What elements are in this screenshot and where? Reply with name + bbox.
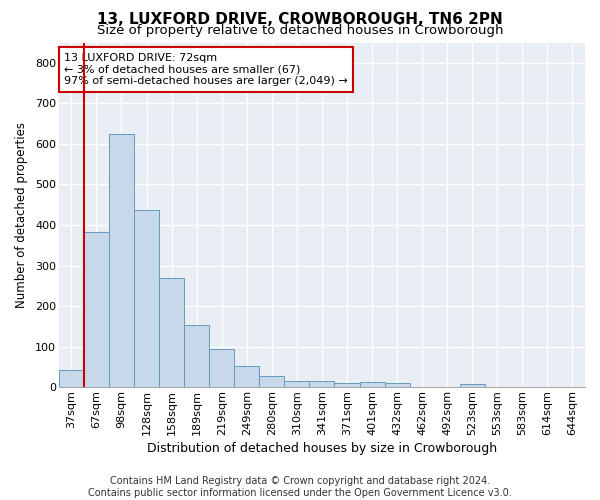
Text: Size of property relative to detached houses in Crowborough: Size of property relative to detached ho… [97,24,503,37]
Bar [359,382,385,387]
Bar [234,366,259,387]
X-axis label: Distribution of detached houses by size in Crowborough: Distribution of detached houses by size … [147,442,497,455]
Bar [259,376,284,387]
Y-axis label: Number of detached properties: Number of detached properties [15,122,28,308]
Bar [59,370,84,387]
Bar [334,383,359,387]
Bar [310,381,334,387]
Bar [84,232,109,387]
Bar [209,350,234,387]
Text: Contains HM Land Registry data © Crown copyright and database right 2024.
Contai: Contains HM Land Registry data © Crown c… [88,476,512,498]
Bar [460,384,485,387]
Bar [184,325,209,387]
Bar [134,210,159,387]
Bar [385,383,410,387]
Bar [284,381,310,387]
Text: 13, LUXFORD DRIVE, CROWBOROUGH, TN6 2PN: 13, LUXFORD DRIVE, CROWBOROUGH, TN6 2PN [97,12,503,28]
Text: 13 LUXFORD DRIVE: 72sqm
← 3% of detached houses are smaller (67)
97% of semi-det: 13 LUXFORD DRIVE: 72sqm ← 3% of detached… [64,53,348,86]
Bar [109,134,134,387]
Bar [159,278,184,387]
